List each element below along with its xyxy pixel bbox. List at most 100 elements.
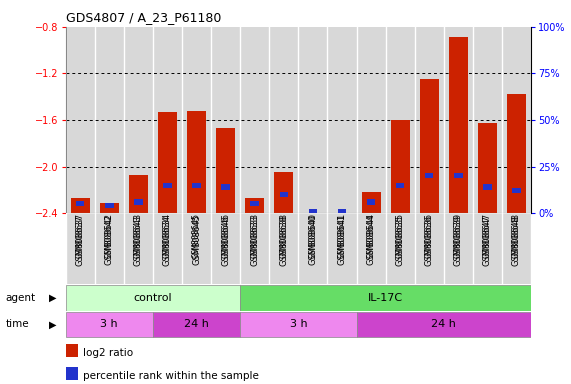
Text: GSM808645: GSM808645 [192, 215, 201, 265]
Bar [385, 27, 415, 213]
Text: 3 h: 3 h [289, 319, 307, 329]
Bar [240, 213, 270, 284]
Text: control: control [134, 293, 172, 303]
Text: 24 h: 24 h [431, 319, 456, 329]
Text: GSM808633: GSM808633 [250, 215, 259, 266]
Text: GSM808640: GSM808640 [308, 215, 317, 265]
Bar [502, 27, 531, 213]
Bar [163, 182, 172, 188]
Text: GSM808635: GSM808635 [396, 213, 405, 258]
Bar [66, 311, 153, 338]
Bar [222, 184, 230, 190]
Text: GSM808641: GSM808641 [337, 215, 347, 265]
Bar [415, 27, 444, 213]
Bar [361, 192, 380, 213]
Bar [246, 198, 264, 213]
Bar [327, 213, 356, 284]
Bar [105, 203, 114, 208]
Bar [153, 213, 182, 284]
Bar [216, 128, 235, 213]
Text: GSM808634: GSM808634 [163, 213, 172, 258]
Text: GSM808644: GSM808644 [367, 213, 376, 258]
Text: GSM808643: GSM808643 [134, 213, 143, 258]
Bar [211, 27, 240, 213]
Text: 24 h: 24 h [184, 319, 209, 329]
Text: GSM808648: GSM808648 [512, 215, 521, 266]
Bar [153, 311, 240, 338]
Bar [182, 213, 211, 284]
Text: log2 ratio: log2 ratio [83, 348, 133, 358]
Bar [420, 79, 439, 213]
Bar [356, 213, 385, 284]
Bar [129, 175, 148, 213]
Bar [211, 213, 240, 284]
Bar [66, 285, 240, 311]
Bar [385, 213, 415, 284]
Bar [473, 27, 502, 213]
Bar [502, 213, 531, 284]
Text: GSM808648: GSM808648 [512, 213, 521, 258]
Text: GSM808637: GSM808637 [76, 213, 85, 258]
Text: GSM808634: GSM808634 [163, 215, 172, 266]
Bar [391, 120, 409, 213]
Bar [66, 27, 95, 213]
Text: percentile rank within the sample: percentile rank within the sample [83, 371, 259, 381]
Bar [240, 27, 270, 213]
Text: GSM808642: GSM808642 [105, 215, 114, 265]
Bar [303, 213, 323, 214]
Text: agent: agent [6, 293, 36, 303]
Text: GSM808645: GSM808645 [192, 213, 201, 258]
Text: GSM808643: GSM808643 [134, 215, 143, 266]
Text: 3 h: 3 h [100, 319, 118, 329]
Text: GSM808637: GSM808637 [76, 215, 85, 266]
Bar [396, 182, 404, 188]
Text: time: time [6, 319, 29, 329]
Bar [187, 111, 206, 213]
Text: GSM808635: GSM808635 [396, 215, 405, 266]
Bar [251, 201, 259, 207]
Bar [100, 203, 119, 213]
Bar [356, 27, 385, 213]
Text: GSM808638: GSM808638 [279, 215, 288, 266]
Bar [95, 27, 124, 213]
Bar [332, 213, 351, 214]
Bar [95, 213, 124, 284]
Text: IL-17C: IL-17C [368, 293, 403, 303]
Bar [274, 172, 293, 213]
Bar [270, 213, 298, 284]
Bar [309, 209, 317, 214]
Bar [444, 213, 473, 284]
Bar [153, 27, 182, 213]
Text: GSM808639: GSM808639 [454, 213, 463, 258]
Bar [124, 27, 153, 213]
Text: ▶: ▶ [49, 319, 57, 329]
Text: GDS4807 / A_23_P61180: GDS4807 / A_23_P61180 [66, 12, 221, 25]
Bar [66, 213, 95, 284]
Bar [415, 213, 444, 284]
Bar [71, 198, 90, 213]
Bar [425, 173, 433, 179]
Text: GSM808636: GSM808636 [425, 215, 434, 266]
Bar [76, 201, 85, 207]
Bar [280, 192, 288, 197]
Bar [507, 94, 526, 213]
Text: ▶: ▶ [49, 293, 57, 303]
Bar [298, 213, 327, 284]
Text: GSM808639: GSM808639 [454, 215, 463, 266]
Bar [356, 311, 531, 338]
Bar [240, 311, 356, 338]
Bar [270, 27, 298, 213]
Text: GSM808647: GSM808647 [483, 213, 492, 258]
Bar [337, 209, 346, 214]
Text: GSM808646: GSM808646 [221, 215, 230, 266]
Bar [298, 27, 327, 213]
Bar [483, 184, 492, 190]
Bar [449, 37, 468, 213]
Bar [512, 188, 521, 194]
Bar [327, 27, 356, 213]
Text: GSM808640: GSM808640 [308, 213, 317, 258]
Text: GSM808642: GSM808642 [105, 213, 114, 258]
Text: GSM808644: GSM808644 [367, 215, 376, 265]
Bar [192, 182, 201, 188]
Bar [367, 199, 375, 205]
